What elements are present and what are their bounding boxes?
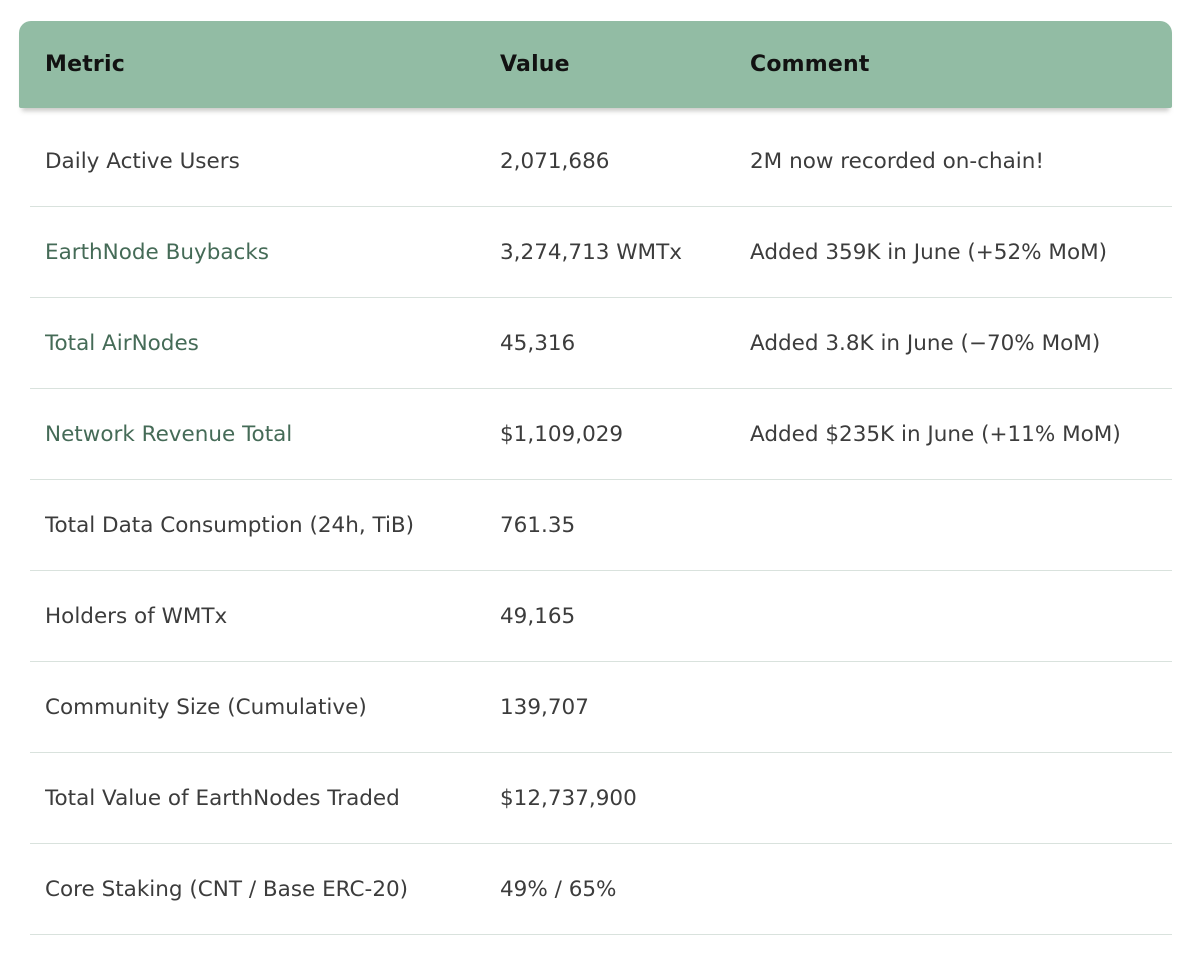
table-body: Daily Active Users 2,071,686 2M now reco… [30,116,1172,935]
metric-link[interactable]: Network Revenue Total [45,421,293,447]
table-row: Community Size (Cumulative) 139,707 [30,662,1172,753]
value-cell: $12,737,900 [500,785,637,811]
value-cell: 3,274,713 WMTx [500,239,682,265]
metric-cell: Community Size (Cumulative) [45,694,367,720]
metric-link[interactable]: EarthNode Buybacks [45,239,269,265]
table-row: Total Data Consumption (24h, TiB) 761.35 [30,480,1172,571]
column-header-comment: Comment [750,52,870,77]
table-row: Total AirNodes 45,316 Added 3.8K in June… [30,298,1172,389]
metric-cell: Daily Active Users [45,148,240,174]
table-row: EarthNode Buybacks 3,274,713 WMTx Added … [30,207,1172,298]
table-header-row: Metric Value Comment [19,21,1172,108]
comment-cell: Added 3.8K in June (−70% MoM) [750,330,1101,356]
column-header-metric: Metric [45,52,125,77]
value-cell: 139,707 [500,694,589,720]
metric-cell: Core Staking (CNT / Base ERC-20) [45,876,409,902]
value-cell: 761.35 [500,512,576,538]
value-cell: 49% / 65% [500,876,617,902]
metric-cell: Total Data Consumption (24h, TiB) [45,512,415,538]
table-row: Holders of WMTx 49,165 [30,571,1172,662]
metric-cell: Total Value of EarthNodes Traded [45,785,400,811]
metrics-table: Metric Value Comment Daily Active Users … [0,21,1200,935]
value-cell: 2,071,686 [500,148,610,174]
comment-cell: Added $235K in June (+11% MoM) [750,421,1121,447]
comment-cell: 2M now recorded on-chain! [750,148,1045,174]
value-cell: $1,109,029 [500,421,624,447]
comment-cell: Added 359K in June (+52% MoM) [750,239,1108,265]
column-header-value: Value [500,52,570,77]
metric-cell: Holders of WMTx [45,603,228,629]
value-cell: 49,165 [500,603,576,629]
metric-link[interactable]: Total AirNodes [45,330,199,356]
table-row: Total Value of EarthNodes Traded $12,737… [30,753,1172,844]
table-row: Network Revenue Total $1,109,029 Added $… [30,389,1172,480]
table-row: Daily Active Users 2,071,686 2M now reco… [30,116,1172,207]
table-row: Core Staking (CNT / Base ERC-20) 49% / 6… [30,844,1172,935]
value-cell: 45,316 [500,330,576,356]
